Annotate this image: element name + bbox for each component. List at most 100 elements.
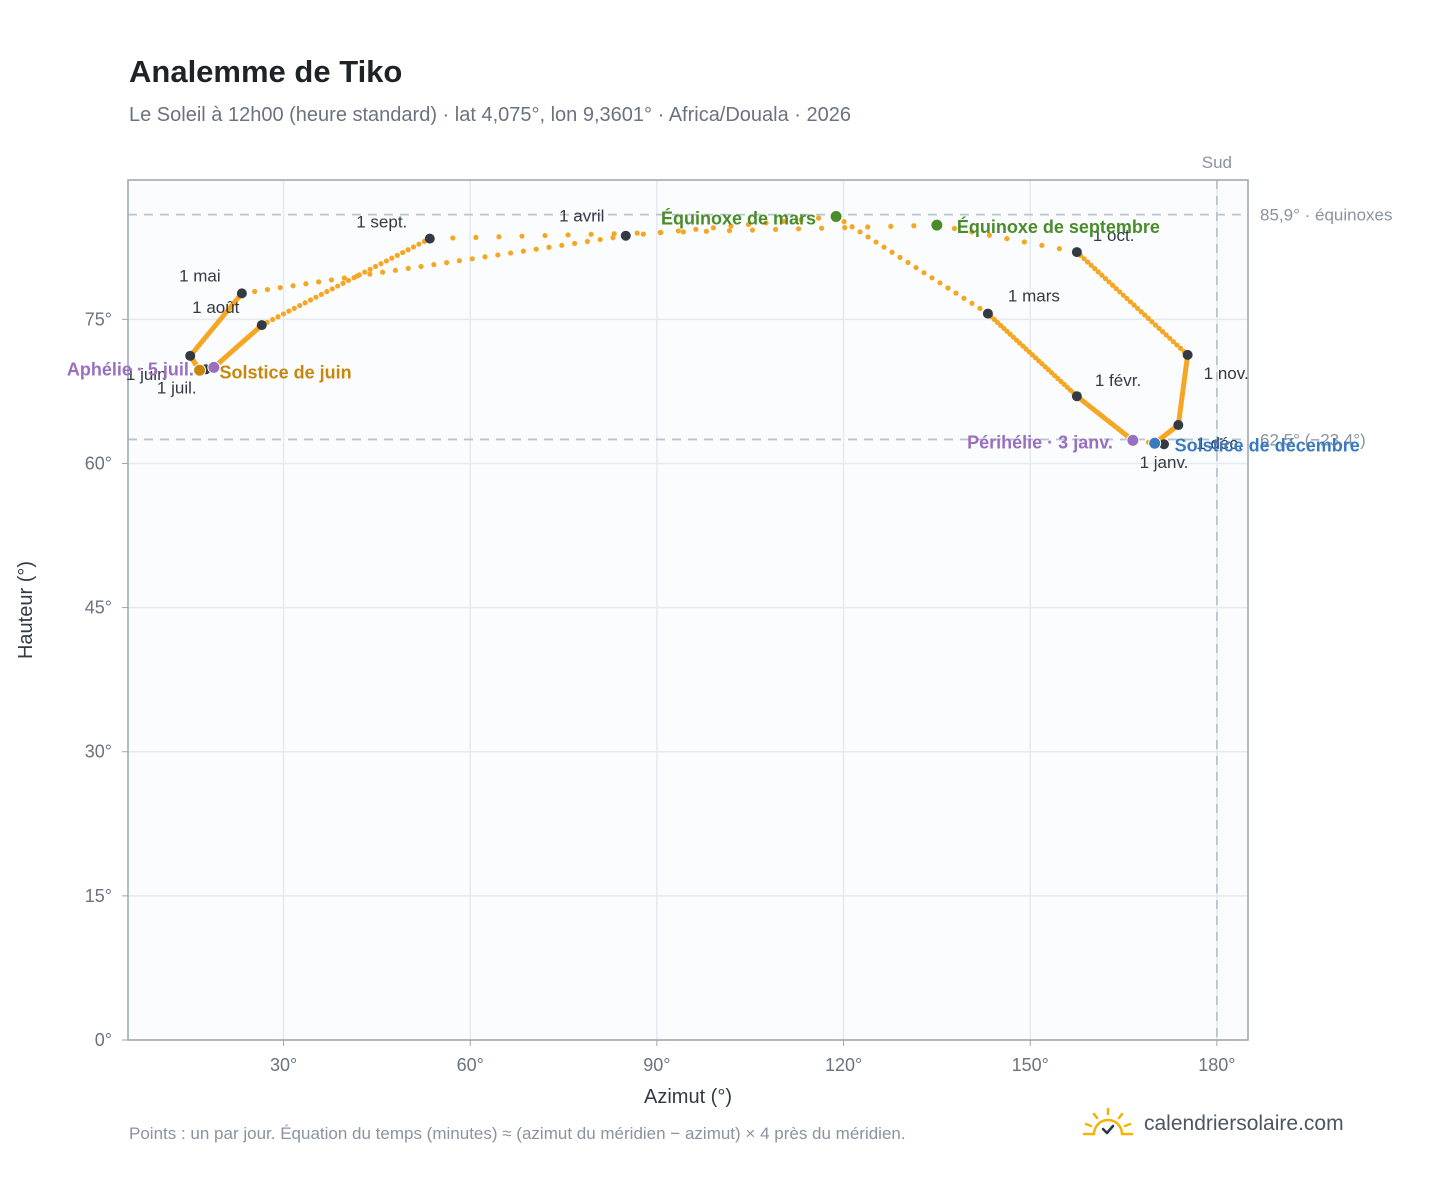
- daily-point: [1056, 246, 1062, 252]
- y-tick-label: 30°: [85, 742, 112, 762]
- daily-point: [905, 259, 911, 266]
- event-label: Périhélie · 3 janv.: [967, 432, 1113, 452]
- daily-point: [1102, 276, 1109, 282]
- x-axis-title: Azimut (°): [644, 1086, 732, 1108]
- reference-lines: 85,9° · équinoxes 62,5° (−23,4°) Sud: [128, 153, 1393, 1040]
- daily-point: [913, 264, 919, 271]
- daily-point: [798, 217, 804, 223]
- event-marker: [193, 363, 207, 377]
- month-label: 1 déc.: [1196, 434, 1242, 453]
- y-axis-ticks: 0° 15° 30° 45° 60° 75°: [85, 309, 128, 1050]
- daily-point: [495, 252, 501, 258]
- daily-point: [1174, 342, 1180, 348]
- daily-point: [431, 261, 437, 268]
- x-tick-label: 90°: [643, 1055, 670, 1075]
- month-marker: [1071, 247, 1082, 258]
- daily-point: [889, 249, 895, 255]
- brand[interactable]: calendriersolaire.com: [1082, 1104, 1344, 1144]
- month-marker: [256, 320, 267, 331]
- daily-point: [881, 244, 887, 250]
- daily-point: [969, 300, 975, 306]
- daily-point: [252, 288, 258, 295]
- daily-point: [865, 224, 871, 230]
- event-label: Équinoxe de mars: [661, 208, 816, 229]
- daily-point: [1163, 332, 1169, 338]
- plot-area: [128, 180, 1248, 1040]
- daily-point: [469, 256, 475, 262]
- event-label: Équinoxe de septembre: [957, 216, 1160, 237]
- daily-point: [1039, 242, 1045, 248]
- daily-point: [307, 297, 314, 303]
- daily-point: [297, 302, 303, 309]
- daily-point: [1177, 345, 1184, 351]
- month-marker: [236, 288, 247, 299]
- daily-point: [1142, 312, 1148, 318]
- daily-point: [1170, 339, 1176, 345]
- daily-point: [1106, 279, 1112, 285]
- daily-point: [341, 275, 347, 281]
- plot-frame: [127, 179, 1249, 1041]
- daily-point: [280, 311, 287, 317]
- daily-point: [264, 286, 271, 293]
- daily-point: [1088, 262, 1094, 268]
- event-marker: [1126, 433, 1140, 447]
- daily-point: [290, 283, 296, 289]
- daily-point: [1095, 269, 1101, 275]
- footnote: Points : un par jour. Équation du temps …: [129, 1124, 906, 1143]
- daily-point: [1110, 282, 1116, 288]
- daily-point: [1138, 309, 1144, 315]
- y-tick-label: 45°: [85, 598, 112, 618]
- daily-point: [318, 291, 324, 298]
- month-label: 1 févr.: [1095, 371, 1141, 390]
- daily-point: [888, 223, 894, 229]
- daily-point: [1124, 295, 1130, 302]
- daily-point: [400, 249, 406, 256]
- daily-point: [291, 305, 297, 311]
- y-tick-label: 75°: [85, 309, 112, 329]
- daily-point: [286, 308, 292, 314]
- daily-point: [410, 244, 417, 250]
- daily-point: [929, 275, 935, 281]
- daily-point: [520, 248, 527, 254]
- daily-point: [277, 285, 283, 291]
- daily-point: [444, 260, 450, 266]
- daily-point: [275, 314, 281, 320]
- daily-point: [749, 227, 756, 233]
- daily-point: [849, 224, 855, 230]
- event-marker: [829, 210, 843, 224]
- month-label: 1 mars: [1008, 287, 1060, 306]
- event-markers: Solstice de juin Aphélie · 5 juil. Équinox…: [67, 208, 1360, 456]
- daily-point: [270, 316, 276, 323]
- daily-point: [303, 281, 309, 287]
- event-label: Aphélie · 5 juil.: [67, 359, 194, 379]
- month-label: 1 août: [192, 298, 240, 317]
- daily-point: [565, 232, 571, 238]
- daily-point: [571, 240, 578, 247]
- daily-point: [657, 229, 663, 236]
- daily-point: [405, 247, 411, 253]
- sun-check-icon: [1082, 1107, 1134, 1136]
- daily-point: [969, 229, 975, 235]
- daily-point: [763, 220, 769, 226]
- daily-point: [1149, 319, 1155, 325]
- month-label: 1 mai: [179, 266, 221, 285]
- daily-point: [329, 286, 335, 292]
- daily-point: [1160, 329, 1166, 335]
- event-label: Solstice de juin: [220, 362, 352, 382]
- daily-point: [482, 254, 488, 260]
- daily-point: [745, 221, 752, 228]
- daily-point: [945, 285, 951, 291]
- x-tick-label: 60°: [457, 1055, 484, 1075]
- daily-point: [728, 223, 734, 229]
- daily-point: [584, 238, 590, 245]
- month-label: 1 juin: [126, 365, 167, 384]
- daily-point: [1131, 302, 1137, 308]
- daily-point: [1081, 256, 1087, 262]
- daily-point: [634, 230, 640, 236]
- daily-point: [675, 228, 681, 234]
- chart-subtitle: Le Soleil à 12h00 (heure standard) · lat…: [129, 104, 852, 126]
- daily-point: [378, 261, 384, 267]
- y-tick-label: 60°: [85, 453, 112, 473]
- daily-point: [693, 226, 699, 232]
